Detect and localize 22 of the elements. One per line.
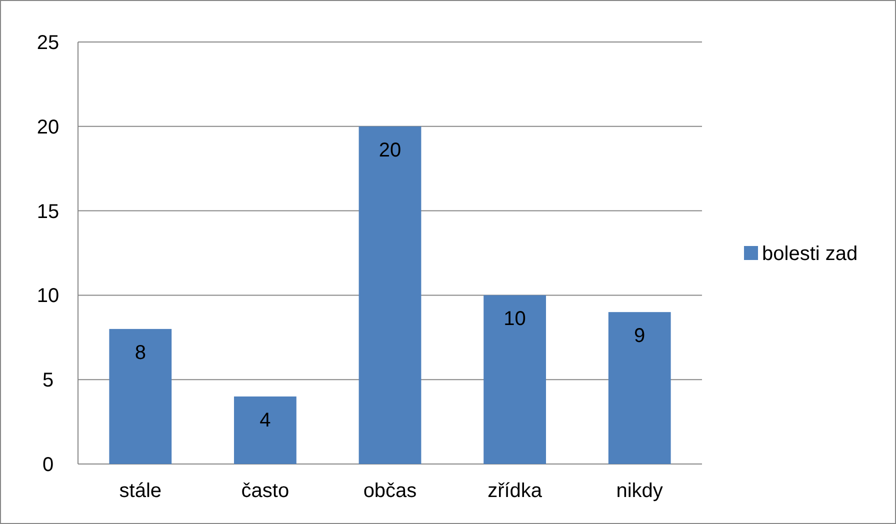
data-label: 9 — [634, 325, 646, 348]
legend-label: bolesti zad — [762, 243, 858, 265]
bar — [484, 295, 546, 464]
data-label: 20 — [378, 139, 402, 162]
y-tick-label: 20 — [36, 116, 60, 138]
x-tick-label: občas — [363, 480, 417, 502]
bar — [358, 126, 422, 464]
data-label: 10 — [504, 308, 526, 330]
bar — [109, 328, 172, 464]
y-tick-label: 5 — [42, 370, 54, 392]
x-tick-label: často — [241, 480, 290, 502]
x-tick-label: zřídka — [488, 480, 543, 502]
bar — [234, 396, 296, 464]
data-label: 8 — [134, 342, 146, 364]
y-tick-label: 15 — [36, 200, 60, 223]
y-tick-label: 25 — [36, 32, 60, 54]
y-tick-label: 10 — [36, 285, 60, 308]
bar — [608, 312, 671, 464]
y-tick-label: 0 — [42, 454, 54, 476]
data-label: 4 — [260, 409, 271, 432]
x-tick-label: nikdy — [616, 480, 663, 502]
x-tick-label: stále — [119, 480, 162, 502]
